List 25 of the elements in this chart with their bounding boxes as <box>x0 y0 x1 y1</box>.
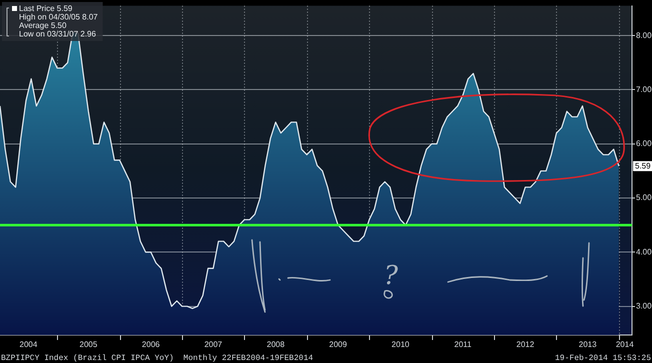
y-tick-label: 4.00 <box>636 247 652 256</box>
annotation: 5.59 <box>635 161 652 170</box>
x-tick-label: 2005 <box>80 340 98 350</box>
x-tick-label: 2009 <box>329 340 348 350</box>
x-tick-label: 2012 <box>516 340 535 350</box>
y-tick-label: 8.00 <box>636 30 652 40</box>
y-tick-label: 7.00 <box>636 84 652 94</box>
x-tick-label: 2013 <box>578 340 598 350</box>
x-tick-label: 2004 <box>19 340 38 350</box>
annotation: ? <box>384 260 400 291</box>
x-tick-label: 2014 <box>616 340 634 350</box>
y-tick-label: 3.00 <box>636 302 652 311</box>
x-tick-label: 2010 <box>392 340 410 350</box>
x-tick-label: 2011 <box>454 340 472 350</box>
annotation: Last Price 5.59 <box>19 4 73 14</box>
text: BZPIIPCY Index (Brazil CPI IPCA YoY) Monthly 22FEB2004-19FEB2014 <box>1 354 314 363</box>
x-tick-label: 2007 <box>204 340 223 350</box>
x-tick-label: 2008 <box>266 340 286 350</box>
annotation: High on 04/30/05 8.07 <box>19 12 98 22</box>
x-tick-label: 2006 <box>142 340 160 350</box>
annotation: Low on 03/31/07 2.96 <box>19 30 97 39</box>
annotation: Average 5.50 <box>19 21 67 30</box>
y-tick-label: 5.00 <box>636 193 652 202</box>
y-tick-label: 6.00 <box>636 139 652 148</box>
text: 19-Feb-2014 15:53:25 <box>554 354 652 363</box>
